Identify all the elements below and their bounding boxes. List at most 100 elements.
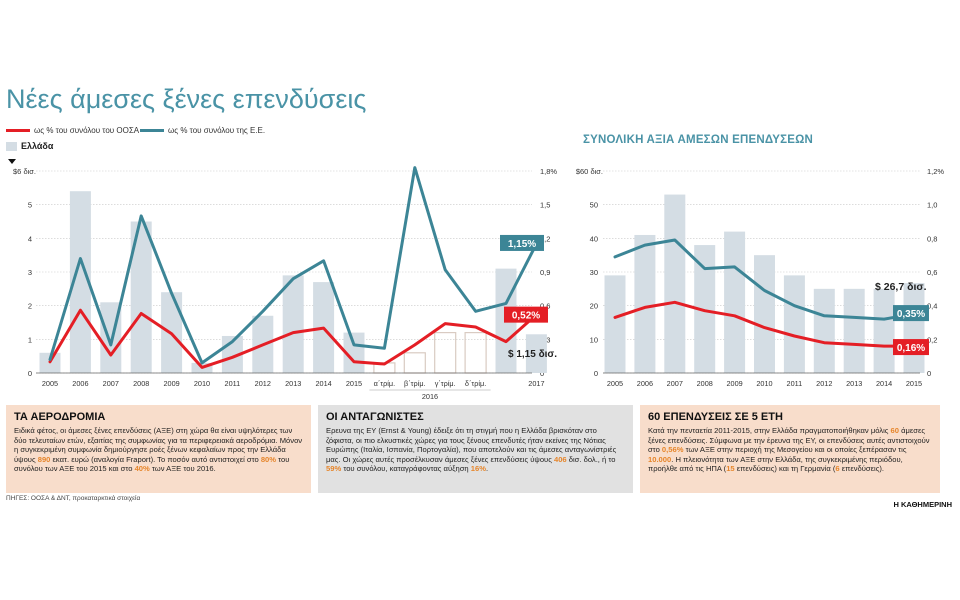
x-tick-label: β΄τρίμ. — [404, 379, 426, 388]
x-tick-label: 2009 — [726, 379, 742, 388]
legend-greece-swatch — [6, 142, 17, 151]
bar-value-label: $ 26,7 δισ. — [875, 281, 927, 293]
box-investments-heading: 60 ΕΠΕΝΔΥΣΕΙΣ ΣΕ 5 ΕΤΗ — [648, 411, 783, 423]
y-right-tick-label: 1,2% — [927, 167, 944, 176]
sources-note: ΠΗΓΕΣ: ΟΟΣΑ & ΔΝΤ, προκαταρκτικά στοιχεί… — [6, 495, 141, 502]
x-tick-label: 2006 — [72, 379, 88, 388]
year-group-label: 2016 — [422, 392, 438, 400]
y-right-tick-label: 0,4 — [927, 302, 937, 311]
x-tick-label: 2007 — [103, 379, 119, 388]
text-run: άμεσες ξένες επενδύσεις. Σύμφωνα με την … — [648, 426, 930, 455]
y-right-tick-label: 1,0 — [927, 201, 937, 210]
text-run: Ερευνα της ΕΥ (Ernst & Young) έδειξε ότι… — [326, 426, 617, 464]
eu-series-line — [613, 238, 916, 321]
oecd-series-line — [613, 300, 916, 348]
x-tick-label: 2012 — [255, 379, 271, 388]
x-tick-label: 2012 — [816, 379, 832, 388]
x-tick-label: 2015 — [906, 379, 922, 388]
y-left-tick-label: 20 — [590, 302, 598, 311]
x-tick-label: 2009 — [163, 379, 179, 388]
text-run: του συνόλου, καταγράφοντας αύξηση — [341, 464, 471, 474]
highlight-value: 0,56% — [661, 445, 684, 455]
arrow-down-icon — [8, 159, 16, 164]
x-tick-label: 2005 — [42, 379, 58, 388]
highlight-value: 15 — [726, 464, 735, 474]
y-right-tick-label: 0,6 — [540, 302, 550, 311]
box-investments-text: Κατά την πενταετία 2011-2015, στην Ελλάδ… — [648, 426, 932, 474]
bar — [903, 283, 925, 373]
y-left-tick-label: 30 — [590, 268, 598, 277]
text-run: των ΑΞΕ του 2016. — [149, 464, 216, 474]
box-airports-heading: ΤΑ ΑΕΡΟΔΡΟΜΙΑ — [14, 411, 106, 423]
y-left-tick-label: 0 — [594, 369, 598, 378]
box-competitors-heading: ΟΙ ΑΝΤΑΓΩΝΙΣΤΕΣ — [326, 411, 424, 423]
y-left-tick-label: 0 — [28, 369, 32, 378]
y-left-tick-label: 50 — [590, 201, 598, 210]
bar — [525, 334, 547, 373]
x-tick-label: 2013 — [285, 379, 301, 388]
x-tick-label: 2007 — [667, 379, 683, 388]
bar — [694, 245, 716, 373]
eu-value-label: 0,35% — [897, 309, 925, 320]
eu-series-line — [48, 166, 538, 365]
y-right-tick-label: 1,5 — [540, 201, 550, 210]
bar — [664, 194, 686, 373]
highlight-value: 59% — [326, 464, 342, 474]
quarter-bar — [464, 332, 487, 374]
y-left-tick-label: 1 — [28, 335, 32, 344]
box-competitors: ΟΙ ΑΝΤΑΓΩΝΙΣΤΕΣ Ερευνα της ΕΥ (Ernst & Y… — [318, 405, 633, 493]
oecd-value-badge — [893, 339, 929, 356]
legend-eu-swatch — [140, 129, 164, 132]
x-tick-label: 2011 — [787, 379, 803, 388]
legend-oecd-label: ως % του συνόλου του ΟΟΣΑ — [34, 126, 140, 135]
x-tick-label: δ΄τρίμ. — [465, 379, 486, 388]
bar — [634, 234, 656, 373]
highlight-value: 80% — [260, 454, 277, 464]
x-tick-label: 2013 — [846, 379, 862, 388]
oecd-value-label: 0,16% — [897, 343, 925, 354]
text-run: του συνόλου των ΑΞΕ του 2015 και στο — [14, 454, 290, 474]
y-right-tick-label: 0,9 — [540, 268, 550, 277]
eu-value-badge — [893, 305, 929, 322]
x-tick-label: γ΄τρίμ. — [435, 379, 456, 388]
brand-logo: Η ΚΑΘΗΜΕΡΙΝΗ — [893, 500, 952, 509]
bar — [873, 288, 895, 373]
text-run: Ειδικά φέτος, οι άμεσες ξένες επενδύσεις… — [14, 426, 303, 464]
box-airports: ΤΑ ΑΕΡΟΔΡΟΜΙΑ Ειδικά φέτος, οι άμεσες ξέ… — [6, 405, 311, 493]
x-tick-label: 2011 — [225, 379, 241, 388]
highlight-value: 60 — [890, 426, 899, 435]
x-tick-label: 2017 — [528, 379, 544, 388]
bar — [130, 221, 152, 373]
x-tick-label: 2008 — [133, 379, 149, 388]
bar — [282, 275, 304, 373]
bar — [813, 288, 835, 373]
y-left-tick-label: 10 — [590, 335, 598, 344]
text-run: . — [485, 464, 489, 474]
highlight-value: 406 — [553, 454, 567, 464]
text-run: δισ. δολ., ή το — [566, 454, 616, 464]
legend-oecd-swatch — [6, 129, 30, 132]
y-left-tick-label: 3 — [28, 268, 32, 277]
quarter-bar — [434, 332, 457, 374]
bar — [783, 275, 805, 373]
oecd-value-badge — [504, 306, 548, 323]
highlight-value: 6 — [835, 464, 840, 474]
eu-value-badge — [500, 234, 544, 251]
y-right-tick-label: 1,8% — [540, 167, 557, 176]
x-tick-label: 2010 — [194, 379, 210, 388]
x-tick-label: 2005 — [607, 379, 623, 388]
y-right-tick-label: 0,8 — [927, 234, 937, 243]
highlight-value: 890 — [37, 454, 51, 464]
y-left-axis-label: $60 δισ. — [576, 167, 603, 176]
y-left-axis-label: $6 δισ. — [13, 167, 36, 176]
page-title: Νέες άμεσες ξένες επενδύσεις — [6, 84, 367, 114]
bar — [724, 231, 746, 373]
y-left-tick-label: 5 — [28, 201, 32, 210]
legend-greece-label: Ελλάδα — [21, 141, 54, 151]
text-run: εκατ. ευρώ (αναλογία Fraport). Το ποσόν … — [50, 454, 261, 464]
box-airports-text: Ειδικά φέτος, οι άμεσες ξένες επενδύσεις… — [14, 426, 303, 474]
highlight-value: 16% — [470, 464, 486, 474]
bar — [843, 288, 865, 373]
y-right-tick-label: 1,2 — [540, 234, 550, 243]
